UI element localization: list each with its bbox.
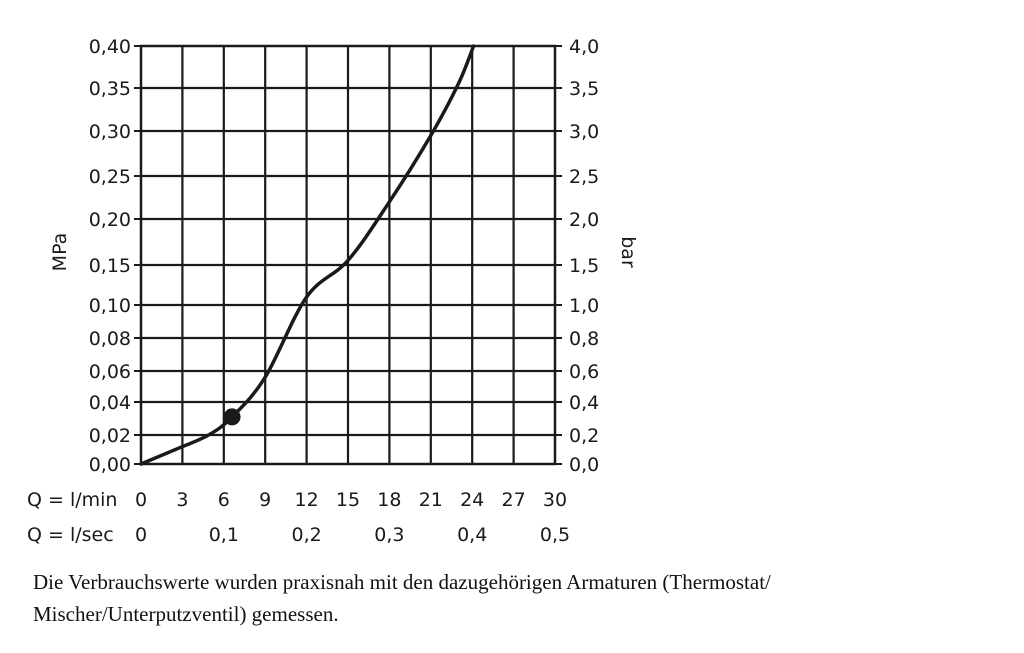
series-line [139, 44, 476, 466]
x-tick-label: 6 [218, 489, 230, 511]
x-tick-label: 27 [502, 489, 526, 511]
y-tick-label-right: 4,0 [569, 36, 599, 58]
y-tick-label-right: 0,8 [569, 328, 599, 350]
y-tick-label-left: 0,08 [89, 328, 131, 350]
series-layer [139, 44, 476, 466]
y-tick-label-right: 1,0 [569, 295, 599, 317]
y-tick-label-right: 0,0 [569, 454, 599, 476]
x-tick-label: 30 [543, 489, 567, 511]
x-tick-label: 0 [135, 524, 147, 546]
x-tick-label: 12 [295, 489, 319, 511]
y-tick-label-left: 0,04 [89, 392, 131, 414]
x-tick-label: 3 [176, 489, 188, 511]
chart-caption: Die Verbrauchswerte wurden praxisnah mit… [33, 570, 771, 626]
x-tick-label: 0,5 [540, 524, 570, 546]
y-tick-label-left: 0,20 [89, 209, 131, 231]
plot-frame [139, 44, 557, 466]
x-tick-label: 24 [460, 489, 484, 511]
y-axis-right-title: bar [617, 236, 639, 268]
y-tick-label-left: 0,25 [89, 166, 131, 188]
x-tick-label: 0,2 [291, 524, 321, 546]
grid [141, 46, 555, 464]
y-tick-label-right: 0,2 [569, 425, 599, 447]
x-row-label: Q = l/min [27, 489, 117, 511]
operating-point-marker [223, 408, 241, 426]
y-tick-label-right: 0,6 [569, 361, 599, 383]
y-tick-label-right: 3,5 [569, 78, 599, 100]
x-row-label: Q = l/sec [27, 524, 114, 546]
pressure-flow-chart: 0,000,020,040,060,080,100,150,200,250,30… [27, 36, 639, 546]
x-tick-label: 0,3 [374, 524, 404, 546]
y-tick-label-right: 0,4 [569, 392, 599, 414]
y-tick-label-left: 0,15 [89, 255, 131, 277]
x-tick-label: 21 [419, 489, 443, 511]
y-tick-label-right: 1,5 [569, 255, 599, 277]
x-tick-label: 0 [135, 489, 147, 511]
x-tick-label: 18 [377, 489, 401, 511]
y-tick-label-left: 0,35 [89, 78, 131, 100]
x-tick-label: 15 [336, 489, 360, 511]
y-tick-label-left: 0,30 [89, 121, 131, 143]
y-axis-left-title: MPa [49, 233, 71, 272]
x-tick-label: 0,4 [457, 524, 487, 546]
y-tick-label-left: 0,02 [89, 425, 131, 447]
y-tick-label-left: 0,00 [89, 454, 131, 476]
y-tick-label-right: 3,0 [569, 121, 599, 143]
x-tick-label: 0,1 [209, 524, 239, 546]
y-tick-label-left: 0,10 [89, 295, 131, 317]
y-tick-label-right: 2,0 [569, 209, 599, 231]
y-tick-label-left: 0,40 [89, 36, 131, 58]
x-tick-label: 9 [259, 489, 271, 511]
y-tick-label-right: 2,5 [569, 166, 599, 188]
tick-labels: 0,000,020,040,060,080,100,150,200,250,30… [27, 36, 599, 546]
y-tick-label-left: 0,06 [89, 361, 131, 383]
axis-ticks [134, 45, 562, 465]
